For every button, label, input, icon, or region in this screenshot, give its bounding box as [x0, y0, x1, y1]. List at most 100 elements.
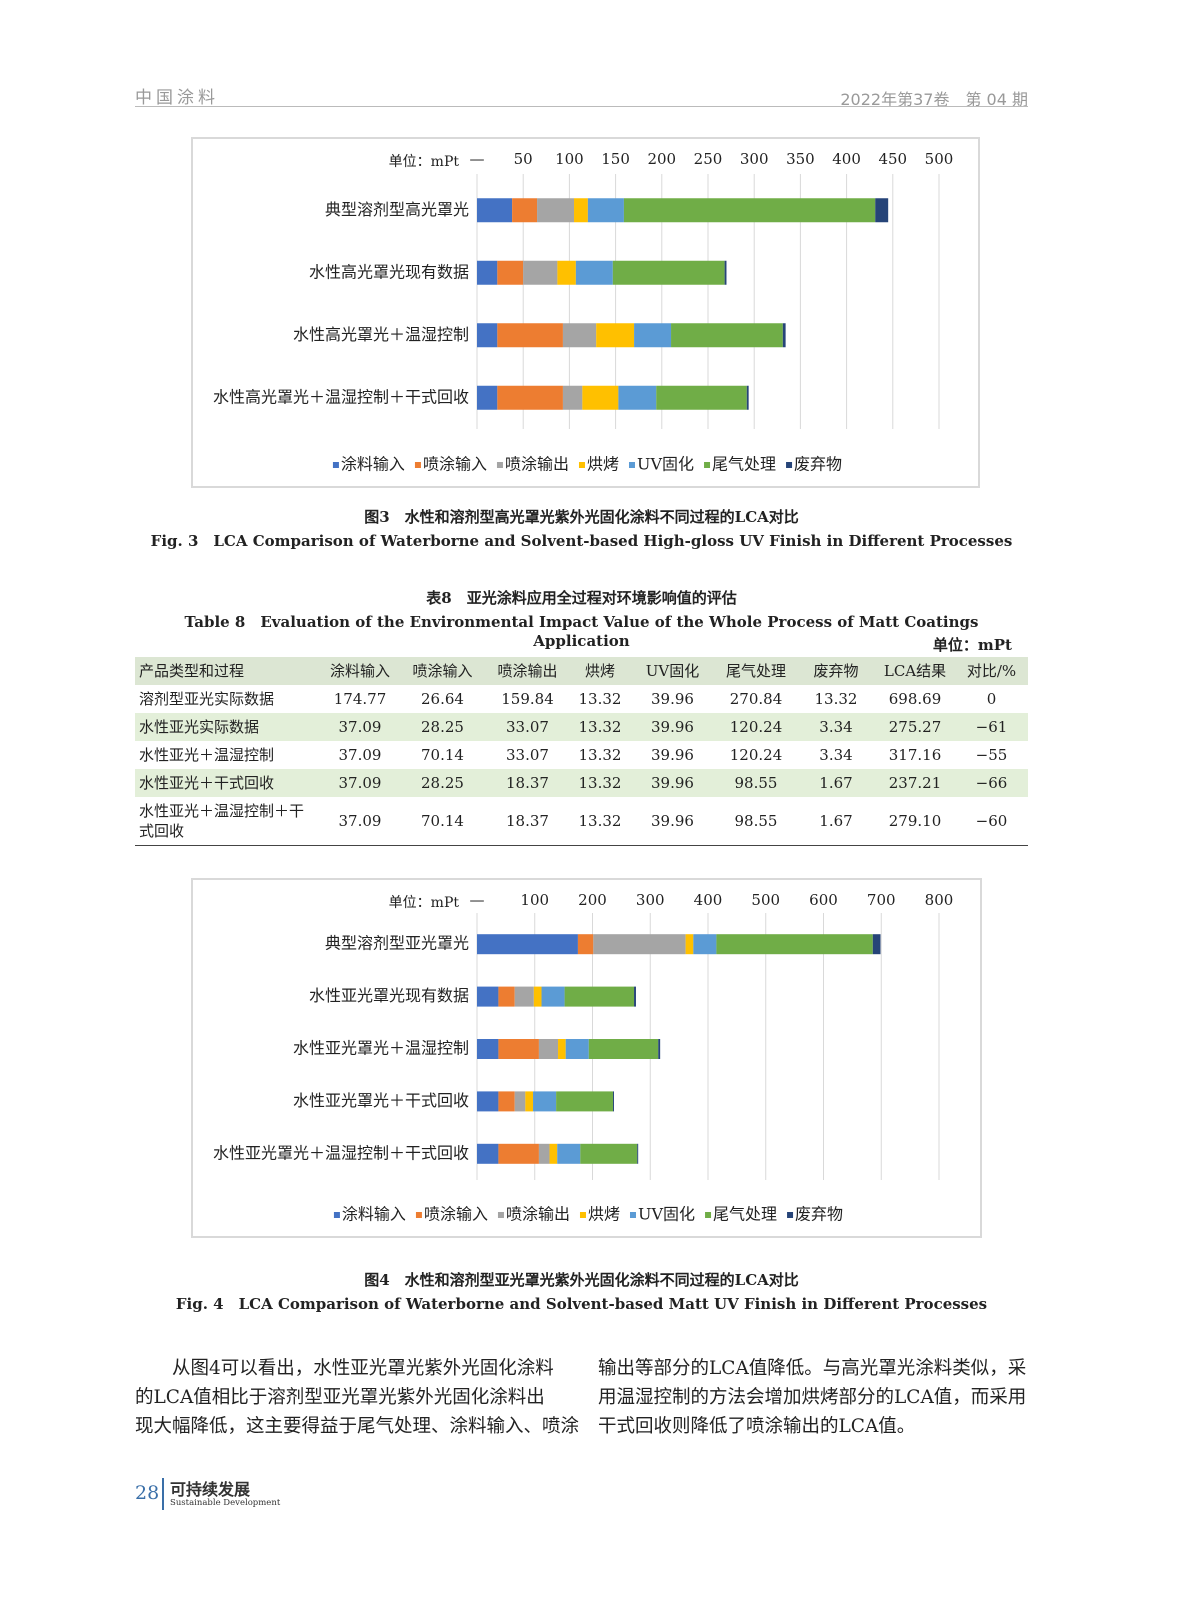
category-label: 水性高光罩光现有数据 — [309, 262, 469, 281]
bar-segment — [658, 1039, 661, 1059]
column-header: UV固化 — [630, 657, 715, 685]
category-label: 水性亚光罩光＋温湿控制＋干式回收 — [213, 1143, 469, 1162]
cell: 37.09 — [338, 746, 382, 764]
section-title-en: Sustainable Development — [170, 1498, 281, 1508]
category-label: 典型溶剂型高光罩光 — [325, 200, 469, 219]
column-header: 废弃物 — [797, 657, 875, 685]
figure-caption: 图4 水性和溶剂型亚光罩光紫外光固化涂料不同过程的LCA对比 — [364, 1271, 799, 1289]
category-label: 水性亚光罩光现有数据 — [309, 986, 469, 1005]
row-label: 溶剂型亚光实际数据 — [139, 690, 275, 708]
bar-segment — [538, 1039, 559, 1059]
legend-swatch — [787, 1212, 794, 1218]
row-label: 水性亚光实际数据 — [135, 713, 320, 741]
table-row: 水性亚光＋温湿控制＋干式回收 37.09 70.14 18.37 13.32 39.96 9… — [135, 797, 1028, 846]
x-tick-label: 800 — [925, 891, 954, 909]
bar-segment — [477, 934, 578, 955]
bar-segment — [477, 986, 499, 1007]
cell: 39.96 — [630, 797, 715, 846]
bar-segment — [656, 385, 747, 410]
cell: 270.84 — [729, 690, 783, 708]
bar-segment — [549, 1143, 558, 1164]
page-number: 28 — [135, 1482, 160, 1504]
column-header: 产品类型和过程 — [135, 657, 320, 685]
legend-label: 涂料输入 — [341, 455, 405, 474]
bar-segment — [498, 1039, 539, 1059]
legend-label: 废弃物 — [795, 1205, 843, 1224]
legend-swatch — [578, 462, 585, 468]
legend-label: 尾气处理 — [713, 1205, 777, 1224]
legend-label: 涂料输入 — [342, 1205, 406, 1224]
x-tick-label: 150 — [601, 150, 630, 168]
cell: 317.16 — [888, 746, 942, 764]
category-label: 水性高光罩光＋温湿控制 — [293, 325, 469, 344]
row-label: 水性亚光＋干式回收 — [135, 769, 320, 797]
x-tick-label: 500 — [751, 891, 780, 909]
column-header: 涂料输入 — [320, 657, 400, 685]
bar-segment — [562, 385, 583, 410]
figure-caption-en: Fig. 4 LCA Comparison of Waterborne and … — [175, 1295, 988, 1313]
bar-segment — [580, 1143, 638, 1164]
legend-label: 废弃物 — [794, 455, 842, 474]
bar-segment — [693, 934, 717, 955]
bar-segment — [514, 986, 534, 1007]
legend-swatch — [415, 1212, 422, 1218]
x-tick-label: 500 — [925, 150, 954, 168]
cell: 0 — [986, 690, 997, 708]
bar-segment — [477, 198, 513, 223]
x-tick-label: 600 — [809, 891, 838, 909]
journal-name: 中国涂料 — [135, 88, 219, 108]
bar-segment — [634, 323, 672, 348]
bar-segment — [716, 934, 873, 955]
column-header: 喷涂输出 — [485, 657, 570, 685]
column-header: 尾气处理 — [715, 657, 797, 685]
bar-segment — [477, 1039, 499, 1059]
bar-segment — [498, 1091, 515, 1112]
bar-segment — [724, 260, 727, 285]
bar-segment — [623, 198, 876, 223]
bar-segment — [782, 323, 786, 348]
legend-swatch — [333, 1212, 340, 1218]
issue: 2022年第37卷 第 04 期 — [840, 90, 1028, 109]
cell: 13.32 — [570, 769, 630, 797]
bar-segment — [557, 260, 576, 285]
cell: 159.84 — [501, 690, 554, 708]
bar-segment — [537, 198, 575, 223]
cell: 26.64 — [421, 690, 464, 708]
x-tick-label: 450 — [878, 150, 907, 168]
category-label: 水性亚光罩光＋干式回收 — [293, 1091, 469, 1110]
x-tick-label: 100 — [555, 150, 584, 168]
cell: 698.69 — [888, 690, 942, 708]
bar-segment — [746, 385, 749, 410]
x-tick-label: 50 — [514, 150, 533, 168]
cell: 70.14 — [400, 797, 485, 846]
legend-swatch — [628, 462, 635, 468]
table-title-en: Table 8 Evaluation of the Environmental … — [184, 613, 979, 650]
cell: 33.07 — [506, 746, 549, 764]
bar-segment — [671, 323, 783, 348]
bar-segment — [477, 260, 498, 285]
bar-segment — [564, 986, 635, 1007]
bar-segment — [498, 986, 515, 1007]
cell: 28.25 — [400, 769, 485, 797]
bar-segment — [613, 1091, 614, 1112]
x-tick-label: 300 — [636, 891, 665, 909]
cell: 39.96 — [630, 713, 715, 741]
legend-swatch — [786, 462, 793, 468]
x-tick-label: — — [470, 150, 485, 168]
bar-segment — [525, 1091, 534, 1112]
legend-label: 喷涂输出 — [505, 455, 569, 474]
figure-caption: 图3 水性和溶剂型高光罩光紫外光固化涂料不同过程的LCA对比 — [364, 508, 799, 526]
x-tick-label: 300 — [740, 150, 769, 168]
cell: −61 — [955, 713, 1028, 741]
legend-swatch — [629, 1212, 636, 1218]
x-tick-label: 400 — [694, 891, 723, 909]
row-label: 水性亚光＋温湿控制＋干式回收 — [135, 797, 320, 846]
bar-segment — [497, 260, 524, 285]
cell: 13.32 — [578, 746, 622, 764]
cell: 3.34 — [819, 746, 853, 764]
x-tick-label: 250 — [694, 150, 723, 168]
figure-caption-en: Fig. 3 LCA Comparison of Waterborne and … — [150, 532, 1013, 550]
table-row: 水性亚光＋干式回收 37.09 28.25 18.37 13.32 39.96 98.55 1… — [135, 769, 1028, 797]
cell: 13.32 — [578, 690, 622, 708]
section-title: 可持续发展 — [170, 1480, 251, 1499]
